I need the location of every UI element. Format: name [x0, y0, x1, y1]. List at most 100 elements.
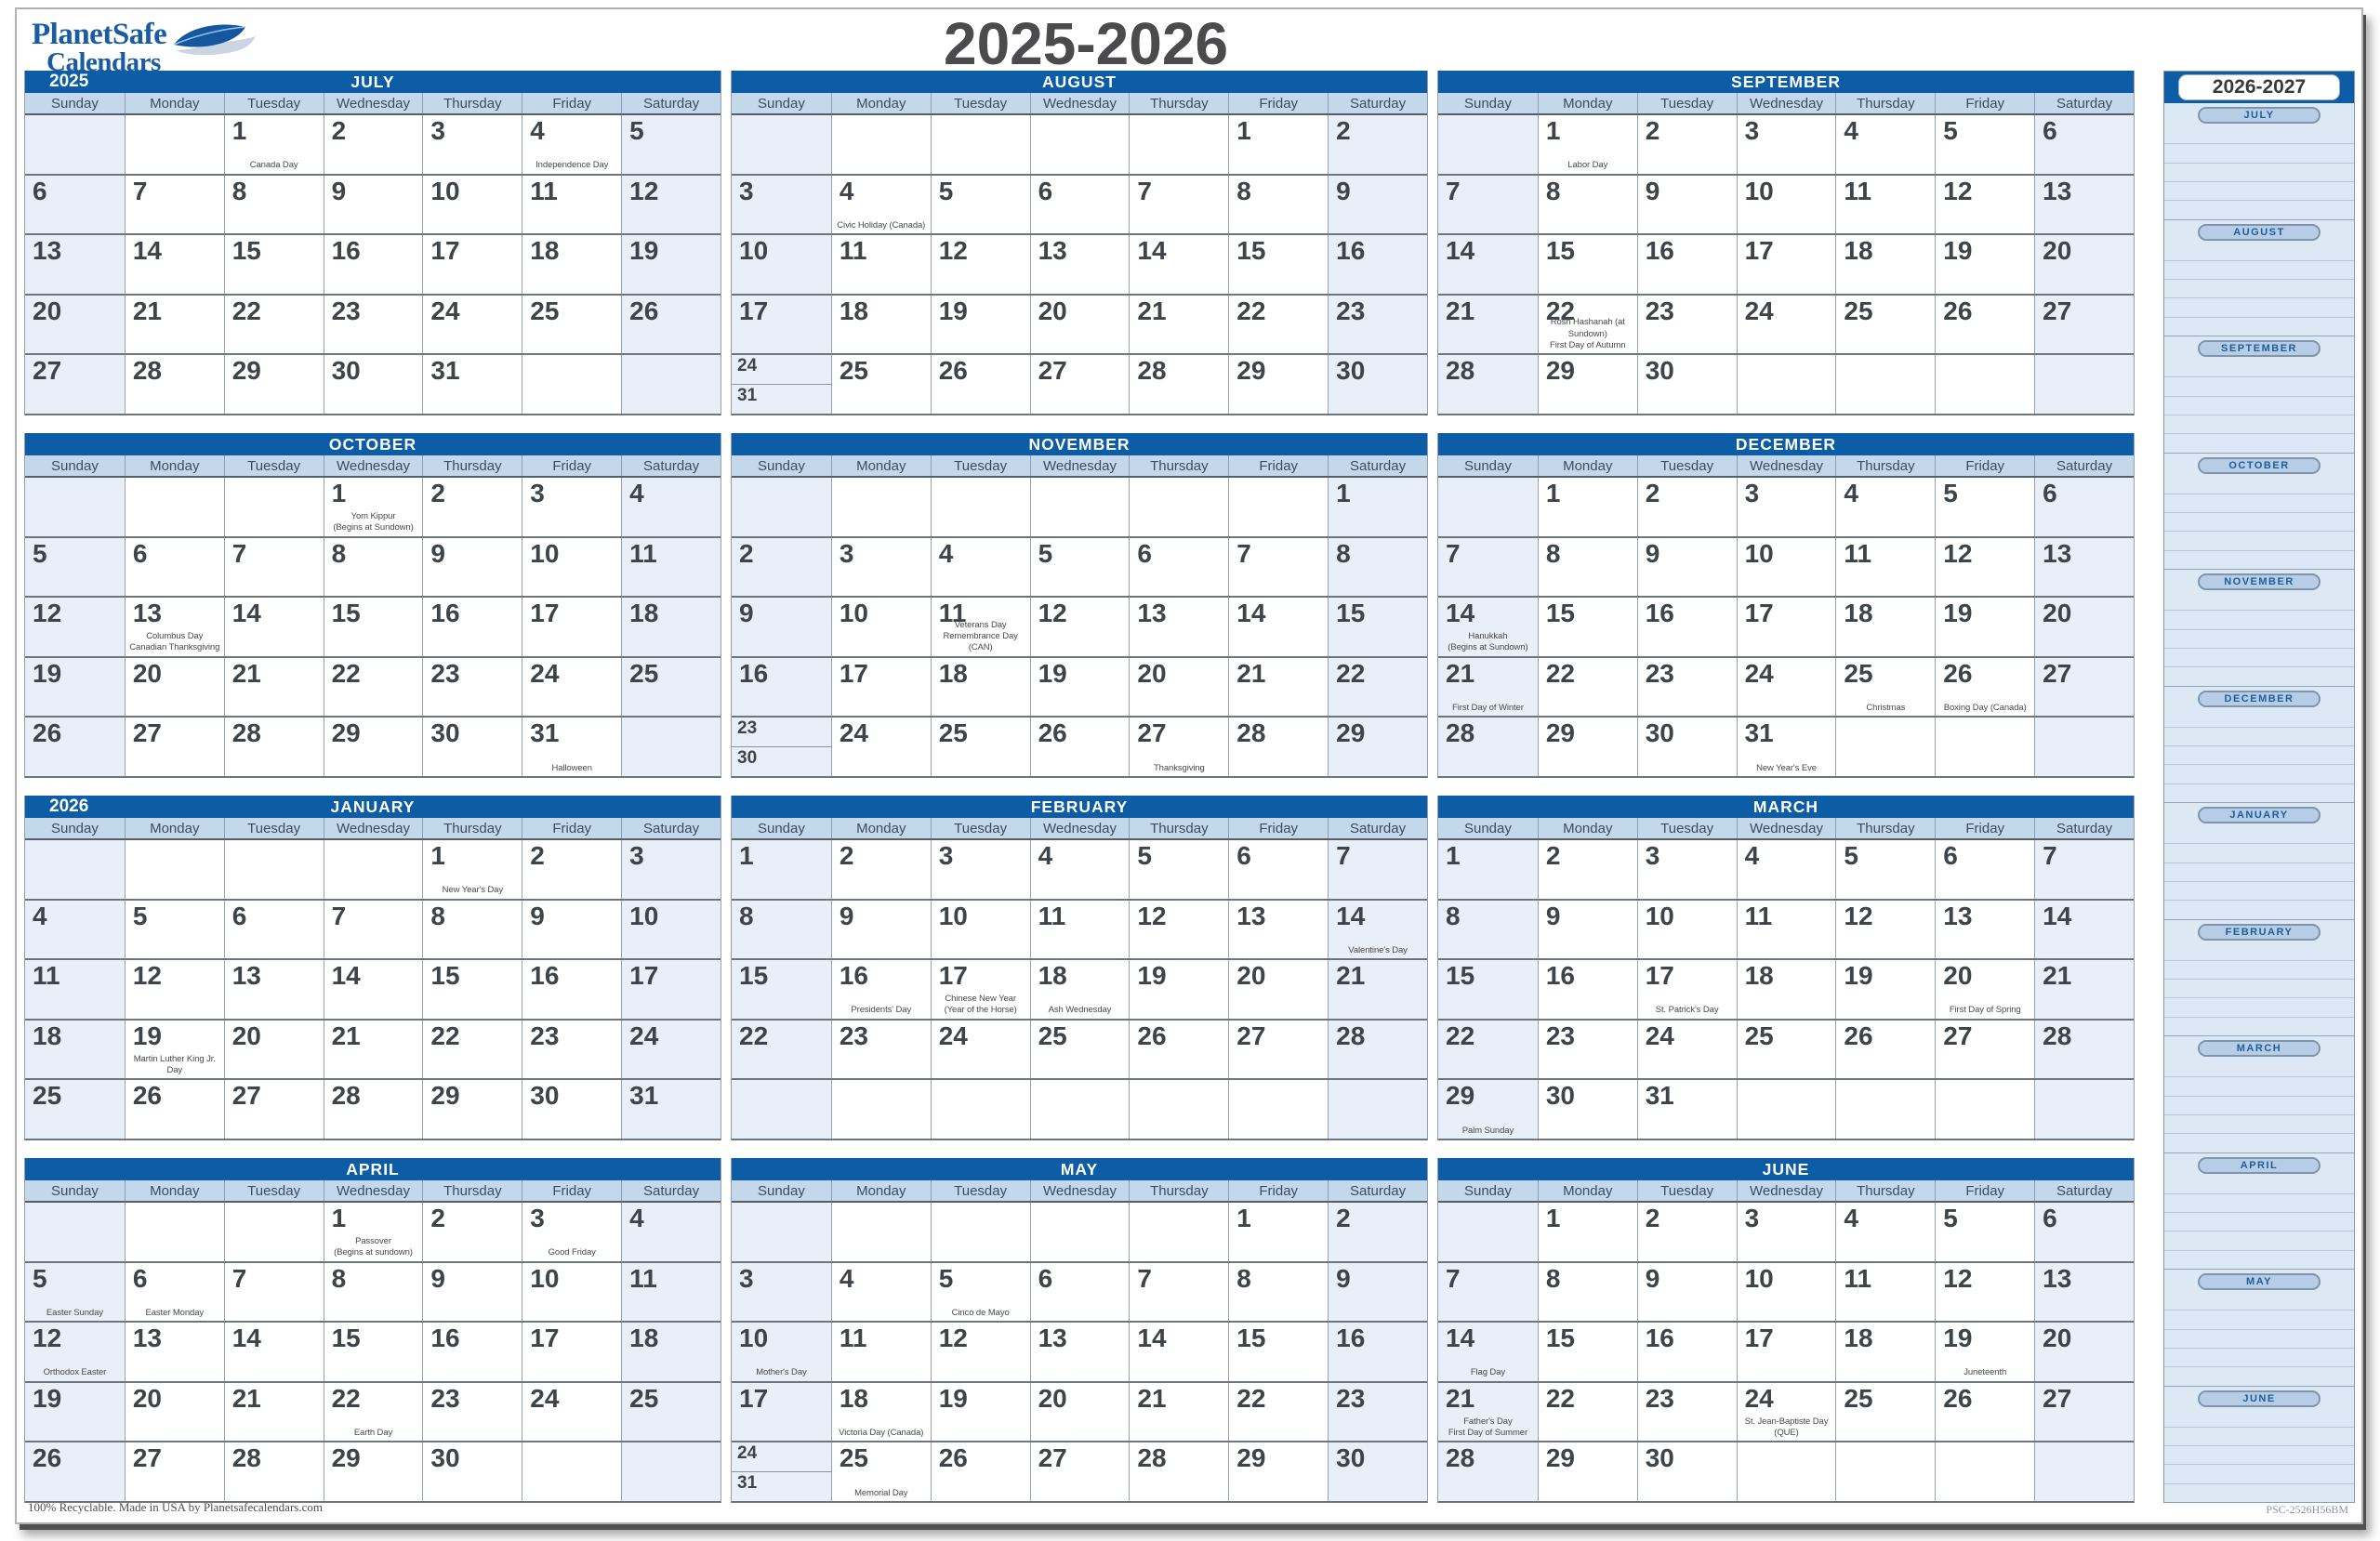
- day-number: 19: [132, 1021, 162, 1050]
- week-row: 15 16 17 St. Patrick's Day 18 19 20 First Day o…: [1438, 960, 2134, 1021]
- month-panel-april: APRIL Sunday Monday Tuesday Wednesday Thursda…: [24, 1158, 721, 1503]
- day-cell: 2: [1636, 115, 1737, 174]
- weekday-label: Wednesday: [1029, 818, 1130, 838]
- day-cell: 19 Juneteenth: [1935, 1323, 2035, 1381]
- day-number: 1: [1446, 841, 1461, 870]
- day-cell: 18 Ash Wednesday: [1029, 960, 1130, 1019]
- day-number: 5: [629, 116, 644, 145]
- day-number: 26: [938, 356, 968, 386]
- day-cell: 29: [1537, 1442, 1637, 1501]
- week-row: 11 12 13 14 15 16 17: [25, 960, 721, 1021]
- day-cell: 30: [422, 1442, 522, 1501]
- writing-line: [2164, 1409, 2354, 1428]
- month-panel-january: 2026 JANUARY Sunday Monday Tuesday Wednesday T…: [24, 796, 721, 1140]
- day-cell: 10: [732, 235, 831, 294]
- week-row: 22 23 24 25 26 27 28: [1438, 1020, 2134, 1081]
- holiday-label: Rosh Hashanah (at Sundown) First Day of A…: [1550, 317, 1626, 351]
- weekday-label: Monday: [1537, 455, 1637, 476]
- day-number: 25: [629, 1383, 659, 1413]
- writing-line: [2164, 1446, 2354, 1466]
- day-cell: 18: [621, 1323, 721, 1381]
- day-cell: 6: [25, 175, 125, 234]
- day-number: 24: [530, 1383, 560, 1413]
- day-cell: 15: [323, 1323, 423, 1381]
- day-number: 10: [839, 599, 868, 628]
- writing-line: [2164, 494, 2354, 514]
- sidebar-writing-lines: [2164, 125, 2354, 219]
- empty-cell: [1438, 115, 1538, 174]
- month-titlebar: APRIL: [25, 1158, 721, 1180]
- month-name: FEBRUARY: [1030, 797, 1129, 816]
- day-cell: 28: [223, 718, 324, 776]
- day-cell: 6: [1029, 175, 1130, 234]
- day-cell: 6: [223, 900, 324, 959]
- day-cell: 4: [25, 900, 125, 959]
- day-number: 19: [1137, 961, 1167, 991]
- day-cell: 5: [124, 900, 224, 959]
- day-number: 23: [1545, 1021, 1575, 1050]
- day-number: 18: [1744, 961, 1774, 991]
- day-cell: 22: [1328, 657, 1427, 717]
- day-number: 15: [331, 599, 361, 628]
- day-number: 19: [1943, 236, 1973, 266]
- weeks: 1 2 3 4 5 6 7 8 9 10 11 12 13 14 Valentine's Day 15 16 Pr…: [732, 840, 1427, 1139]
- day-cell: 6: [2034, 478, 2134, 536]
- day-number: 28: [231, 718, 261, 748]
- empty-cell: [732, 1203, 831, 1261]
- day-number: 1: [1545, 116, 1561, 145]
- weekday-label: Sunday: [50, 457, 99, 474]
- day-number: 28: [1137, 1443, 1167, 1473]
- day-cell: 20: [1228, 960, 1329, 1019]
- day-cell: 9: [323, 175, 423, 234]
- day-number: 2: [839, 841, 854, 870]
- sidebar-month-august: AUGUST: [2164, 218, 2354, 336]
- holiday-label: Ash Wednesday: [1048, 1005, 1112, 1016]
- week-row: 21 First Day of Winter 22 23 24 25 Christmas 26…: [1438, 657, 2134, 718]
- day-cell: 23: [422, 657, 522, 717]
- split-top: 24: [732, 355, 831, 384]
- writing-line: [2164, 667, 2354, 685]
- empty-cell: [124, 1203, 224, 1261]
- day-number: 11: [1844, 176, 1872, 205]
- day-number: 23: [1645, 1383, 1674, 1413]
- writing-line: [2164, 1349, 2354, 1368]
- sidebar-month-pill: JUNE: [2198, 1390, 2320, 1407]
- day-cell: 6: [1228, 840, 1329, 899]
- day-number: 4: [1844, 1204, 1858, 1232]
- week-row: 1 Canada Day 2 3 4 Independence Day 5: [25, 115, 721, 176]
- weekday-label: Sunday: [1463, 457, 1512, 474]
- day-cell: 23: [1328, 295, 1427, 354]
- day-number: 23: [1336, 296, 1366, 325]
- day-number: 25: [1038, 1021, 1067, 1050]
- day-number: 10: [1744, 1263, 1774, 1293]
- weekday-label: Saturday: [621, 93, 721, 113]
- day-cell: 31: [1636, 1080, 1737, 1139]
- holiday-label: St. Patrick's Day: [1655, 1005, 1719, 1016]
- day-number: 31: [530, 718, 560, 748]
- weekday-label: Tuesday: [223, 93, 324, 113]
- split-bottom: 31: [732, 1471, 831, 1501]
- writing-line: [2164, 513, 2354, 533]
- day-cell: 22: [1537, 1382, 1637, 1442]
- day-cell: 20: [124, 1382, 224, 1442]
- day-cell: 5: [1935, 115, 2035, 174]
- day-number: 29: [1545, 356, 1575, 386]
- split-top: 23: [732, 718, 831, 746]
- day-cell: 14 Flag Day: [1438, 1323, 1538, 1381]
- holiday-label: Halloween: [551, 762, 592, 773]
- day-number: 26: [1943, 658, 1973, 688]
- day-cell: 3 Good Friday: [522, 1203, 622, 1261]
- writing-line: [2164, 746, 2354, 766]
- day-number: 23: [430, 658, 460, 688]
- day-cell: 3: [930, 840, 1030, 899]
- day-cell: 25: [25, 1080, 125, 1139]
- weeks: 1 2 3 4 Civic Holiday (Canada) 5 6 7 8 9 10 11 12 13 1…: [732, 115, 1427, 414]
- day-cell: 21: [323, 1020, 423, 1079]
- day-cell: 13: [2034, 175, 2134, 234]
- day-number: 13: [2043, 538, 2072, 568]
- week-row: 19 20 21 22 Earth Day 23 24 25: [25, 1382, 721, 1443]
- day-cell: 2: [1537, 840, 1637, 899]
- day-cell: 30: [1636, 355, 1737, 414]
- weeks: 1 2 3 4 5 6 7 8 9 10 11 12 13 14 15 16 17 St. Patrick's D…: [1438, 840, 2134, 1139]
- day-cell: 18: [621, 598, 721, 656]
